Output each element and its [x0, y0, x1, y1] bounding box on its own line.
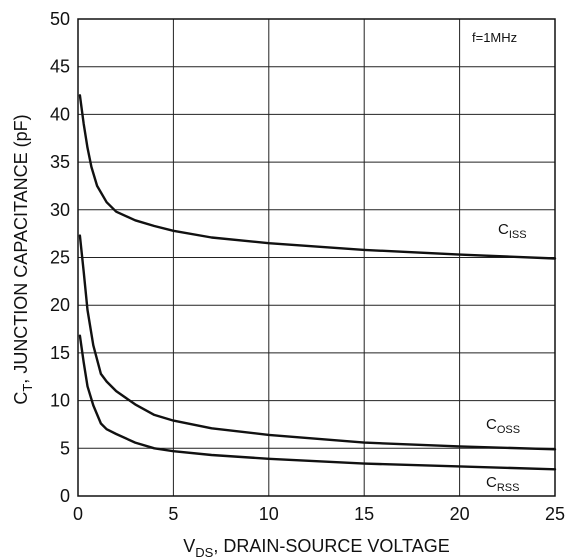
x-axis-title: VDS, DRAIN-SOURCE VOLTAGE — [183, 536, 449, 559]
series-label-iss: CISS — [498, 221, 527, 241]
y-tick-label: 25 — [50, 248, 70, 268]
x-tick-label: 20 — [450, 504, 470, 524]
series-line-oss — [78, 234, 557, 451]
y-tick-label: 10 — [50, 391, 70, 411]
x-tick-label: 25 — [545, 504, 565, 524]
x-tick-label: 10 — [259, 504, 279, 524]
y-tick-label: 50 — [50, 9, 70, 29]
x-tick-label: 5 — [168, 504, 178, 524]
y-tick-label: 30 — [50, 200, 70, 220]
series-line-rss — [78, 334, 557, 471]
x-tick-label: 15 — [354, 504, 374, 524]
y-tick-label: 20 — [50, 295, 70, 315]
y-tick-label: 5 — [60, 438, 70, 458]
x-tick-label: 0 — [73, 504, 83, 524]
y-tick-label: 15 — [50, 343, 70, 363]
series-label-rss: CRSS — [486, 474, 519, 494]
y-tick-label: 35 — [50, 152, 70, 172]
y-tick-label: 45 — [50, 57, 70, 77]
y-tick-label: 40 — [50, 104, 70, 124]
series-label-oss: COSS — [486, 416, 520, 436]
y-axis-title: CT, JUNCTION CAPACITANCE (pF) — [11, 114, 35, 404]
y-tick-label: 0 — [60, 486, 70, 506]
frequency-annotation: f=1MHz — [472, 30, 517, 45]
series-line-iss — [78, 94, 557, 260]
